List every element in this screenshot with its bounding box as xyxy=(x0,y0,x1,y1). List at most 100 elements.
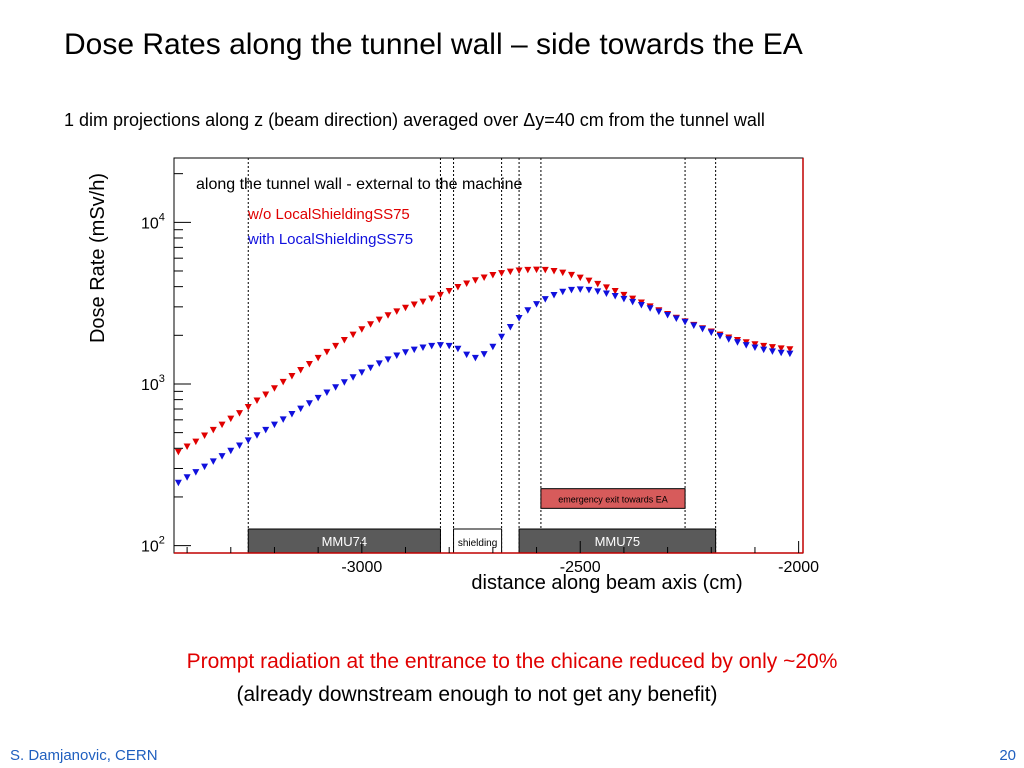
y-tick-label: 102 xyxy=(141,535,165,556)
data-point-series-2 xyxy=(236,442,244,450)
data-point-series-2 xyxy=(209,458,217,465)
data-point-series-1 xyxy=(576,274,584,282)
data-point-series-1 xyxy=(402,304,410,312)
region-boxes: MMU74 shielding MMU75 emergency exit toward… xyxy=(247,488,717,554)
data-point-series-1 xyxy=(393,308,401,315)
region-label: shielding xyxy=(458,538,497,549)
data-point-series-2 xyxy=(410,346,418,354)
data-point-series-2 xyxy=(602,290,610,297)
data-point-series-2 xyxy=(629,298,637,306)
data-point-series-2 xyxy=(454,345,462,353)
data-point-series-2 xyxy=(428,342,436,350)
data-point-series-2 xyxy=(576,286,584,293)
data-point-series-1 xyxy=(183,443,191,451)
data-point-series-2 xyxy=(349,374,357,381)
region-box xyxy=(247,528,441,554)
x-tick-label: -2000 xyxy=(778,559,819,576)
data-point-series-1 xyxy=(305,360,313,368)
data-point-series-2 xyxy=(332,384,340,391)
data-point-series-2 xyxy=(227,447,235,455)
axis-ticks xyxy=(174,173,800,553)
data-point-series-2 xyxy=(393,352,401,359)
data-point-series-1 xyxy=(314,354,322,362)
data-point-series-2 xyxy=(725,336,733,343)
legend-series-1: w/o LocalShieldingSS75 xyxy=(247,206,410,223)
data-point-series-2 xyxy=(288,410,296,418)
data-point-series-1 xyxy=(218,421,226,429)
y-tick-label: 104 xyxy=(141,211,165,232)
data-point-series-2 xyxy=(279,416,287,423)
x-tick-label: -2500 xyxy=(560,559,601,576)
data-point-series-1 xyxy=(567,271,575,279)
data-point-series-2 xyxy=(777,349,785,357)
data-point-series-2 xyxy=(174,479,182,487)
data-point-series-2 xyxy=(611,293,619,300)
data-point-series-2 xyxy=(733,339,741,346)
data-point-series-2 xyxy=(699,325,707,333)
data-point-series-2 xyxy=(367,364,375,372)
data-point-series-2 xyxy=(384,356,392,363)
data-point-series-2 xyxy=(270,421,278,429)
data-point-series-1 xyxy=(550,267,558,275)
annotation-label: emergency exit towards EA xyxy=(558,495,668,505)
data-point-series-2 xyxy=(358,369,366,376)
data-point-series-1 xyxy=(375,316,383,324)
data-point-series-2 xyxy=(419,344,427,352)
data-point-series-1 xyxy=(358,326,366,333)
data-point-series-2 xyxy=(218,453,226,460)
x-axis-label: distance along beam axis (cm) xyxy=(471,572,742,594)
data-point-series-1 xyxy=(419,298,427,306)
data-point-series-2 xyxy=(550,292,558,299)
data-point-series-1 xyxy=(611,287,619,295)
data-point-series-2 xyxy=(786,350,794,358)
y-axis-label: Dose Rate (mSv/h) xyxy=(87,173,109,343)
annotation-box xyxy=(540,488,686,509)
data-point-series-1 xyxy=(288,373,296,380)
data-point-series-2 xyxy=(244,437,252,444)
data-point-series-1 xyxy=(506,268,514,276)
legend-series-2: with LocalShieldingSS75 xyxy=(247,231,413,248)
data-point-series-2 xyxy=(489,343,497,351)
data-point-series-1 xyxy=(323,348,331,356)
data-point-series-1 xyxy=(498,270,506,277)
data-point-series-1 xyxy=(585,277,593,285)
data-point-series-1 xyxy=(445,287,453,295)
data-point-series-1 xyxy=(192,438,200,446)
data-point-series-2 xyxy=(375,360,383,367)
data-point-series-2 xyxy=(480,351,488,358)
data-point-series-2 xyxy=(183,474,191,481)
slide-subtitle: 1 dim projections along z (beam directio… xyxy=(64,110,765,130)
conclusion-text: Prompt radiation at the entrance to the … xyxy=(186,650,838,673)
data-point-series-1 xyxy=(620,291,628,299)
data-point-series-1 xyxy=(201,432,209,439)
data-point-series-2 xyxy=(201,463,209,471)
data-point-series-1 xyxy=(751,341,759,348)
data-point-series-2 xyxy=(655,308,663,316)
data-point-series-2 xyxy=(262,426,270,434)
data-point-series-1 xyxy=(541,266,549,274)
data-point-series-2 xyxy=(524,307,532,314)
data-points xyxy=(174,266,794,487)
data-point-series-1 xyxy=(174,448,182,456)
data-point-series-1 xyxy=(253,397,261,405)
data-point-series-2 xyxy=(620,295,628,303)
data-point-series-2 xyxy=(515,314,523,322)
data-point-series-2 xyxy=(498,333,506,341)
x-tick-label: -3000 xyxy=(341,559,382,576)
data-point-series-1 xyxy=(262,391,270,399)
data-point-series-2 xyxy=(742,342,750,349)
data-point-series-2 xyxy=(716,333,724,340)
data-point-series-1 xyxy=(279,378,287,386)
data-point-series-2 xyxy=(594,288,602,295)
data-point-series-1 xyxy=(471,277,479,284)
data-point-series-2 xyxy=(436,342,444,349)
data-point-series-1 xyxy=(777,345,785,352)
data-point-series-2 xyxy=(646,305,654,312)
data-point-series-1 xyxy=(533,266,541,274)
data-point-series-1 xyxy=(332,342,340,350)
chart-title: along the tunnel wall - external to the … xyxy=(196,176,523,193)
data-point-series-2 xyxy=(541,296,549,303)
data-point-series-1 xyxy=(463,280,471,288)
data-point-series-1 xyxy=(236,410,244,417)
